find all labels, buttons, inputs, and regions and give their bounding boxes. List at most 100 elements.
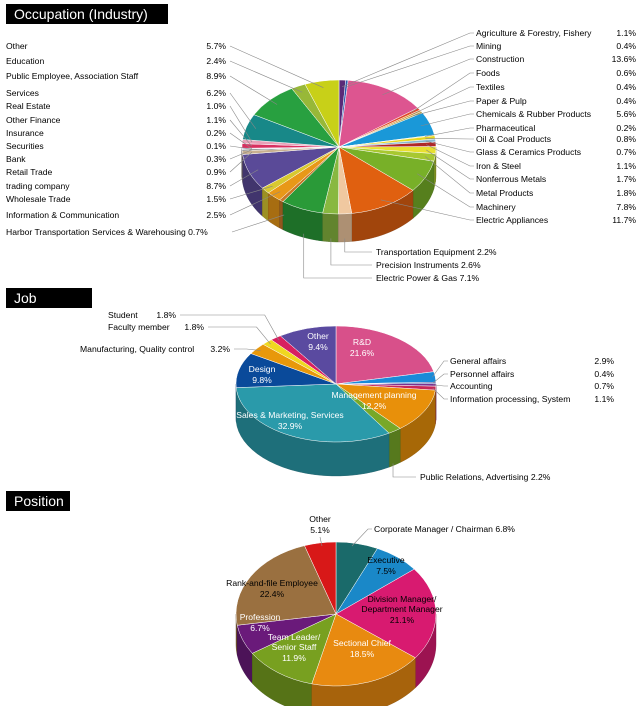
occ-nonferrous-metals-value: 1.7% [616, 174, 636, 184]
job-information-processing-system-label: Information processing, System [450, 394, 570, 404]
job-accounting-value: 0.7% [594, 381, 614, 391]
occ-iron-steel-leader [426, 144, 474, 167]
occ-retail-trade-value: 0.9% [206, 167, 226, 177]
pos-sectional-chief-label: Sectional Chief [333, 638, 391, 648]
occ-bank-value: 0.3% [206, 154, 226, 164]
occ-mining-label: Mining [476, 41, 502, 51]
slice-rank-and-file-employee [235, 545, 337, 626]
occ-insurance-leader [229, 132, 252, 149]
slice-side-harbor-transportation-services-warehousing [279, 199, 284, 231]
occ-nonferrous-metals-leader [426, 149, 474, 180]
occ-services-label: Services [6, 88, 39, 98]
occ-wholesale-trade-label: Wholesale Trade [6, 194, 71, 204]
pos-corporate-manager-chairman-label: Corporate Manager / Chairman 6.8% [374, 524, 515, 534]
occ-electric-appliances-leader [380, 199, 474, 221]
occ-transportation-equipment-label: Transportation Equipment 2.2% [376, 247, 497, 257]
job-r-d-value: 21.6% [350, 348, 375, 358]
job-sales-marketing-services-value: 32.9% [278, 421, 303, 431]
occ-public-employee-association-staff-label: Public Employee, Association Staff [6, 71, 139, 81]
slice-sales-marketing-services [235, 383, 390, 443]
occ-oil-coal-products-leader [425, 138, 474, 140]
occ-construction-value: 13.6% [612, 54, 637, 64]
chart-occupation: Agriculture & Forestry, Fishery 1.1% Minin… [6, 28, 636, 283]
pos-rank-and-file-employee-value: 22.4% [260, 589, 285, 599]
occ-machinery-label: Machinery [476, 202, 516, 212]
job-student-label: Student [108, 310, 138, 320]
occ-real-estate-value: 1.0% [206, 101, 226, 111]
job-student-leader [180, 314, 279, 341]
job-general-affairs-label: General affairs [450, 356, 506, 366]
occ-public-employee-association-staff-value: 8.9% [206, 71, 226, 81]
occ-textiles-value: 0.4% [616, 82, 636, 92]
job-management-planning-label: Management planning [331, 390, 416, 400]
slice-r-d [335, 325, 435, 385]
pos-other-label: Other [309, 514, 331, 524]
occ-real-estate-label: Real Estate [6, 101, 51, 111]
slice-side-public-relations-advertising [388, 428, 401, 468]
slice-management-planning [335, 383, 436, 429]
occ-iron-steel-value: 1.1% [616, 161, 636, 171]
occ-machinery-leader [417, 173, 474, 208]
occ-other-finance-leader [229, 119, 252, 147]
job-other-value: 9.4% [308, 342, 328, 352]
occ-bank-leader [229, 149, 252, 160]
pos-division-manager-department-manager-label: Division Manager/Department Manager [361, 594, 442, 614]
pos-team-leader-senior-staff-value: 11.9% [282, 653, 306, 663]
slice-other [304, 541, 337, 615]
slice-side-wholesale-trade [262, 187, 269, 222]
occ-foods-leader [410, 72, 474, 114]
occ-other-finance-label: Other Finance [6, 115, 61, 125]
pos-division-manager-department-manager-value: 21.1% [390, 615, 415, 625]
occ-information-communication-leader [229, 191, 281, 216]
section-title-position: Position [6, 491, 70, 511]
slice-side-precision-instruments [322, 212, 339, 243]
job-personnel-affairs-leader [432, 373, 448, 384]
occ-mining-value: 0.4% [616, 41, 636, 51]
occ-pharmaceutical-label: Pharmaceutical [476, 123, 535, 133]
pos-executive-label: Executive [367, 555, 404, 565]
slice-division-manager-department-manager [335, 568, 437, 659]
occ-metal-products-label: Metal Products [476, 188, 533, 198]
pos-rank-and-file-employee-label: Rank-and-file Employee [226, 578, 318, 588]
occ-insurance-value: 0.2% [206, 128, 226, 138]
occ-paper-pulp-value: 0.4% [616, 96, 636, 106]
occ-pharmaceutical-value: 0.2% [616, 123, 636, 133]
occ-harbor-transportation-services-warehousing-leader [231, 214, 285, 233]
occ-metal-products-leader [425, 156, 474, 194]
occ-services-value: 6.2% [206, 88, 226, 98]
occ-trading-company-label: trading company [6, 181, 70, 191]
occ-information-communication-value: 2.5% [206, 210, 226, 220]
job-faculty-member-value: 1.8% [184, 322, 204, 332]
occ-glass-ceramics-products-value: 0.7% [616, 147, 636, 157]
job-information-processing-system-value: 1.1% [594, 394, 614, 404]
occ-securities-value: 0.1% [206, 141, 226, 151]
occ-services-leader [229, 92, 257, 129]
job-other-label: Other [307, 331, 329, 341]
job-public-relations-advertising-leader [392, 463, 416, 478]
occ-foods-value: 0.6% [616, 68, 636, 78]
job-personnel-affairs-value: 0.4% [594, 369, 614, 379]
job-accounting-label: Accounting [450, 381, 493, 391]
pos-other-value: 5.1% [310, 525, 330, 535]
occ-retail-trade-label: Retail Trade [6, 167, 53, 177]
occ-paper-pulp-label: Paper & Pulp [476, 96, 527, 106]
occ-agriculture-forestry-fishery-leader [341, 32, 474, 88]
pos-team-leader-senior-staff-label: Team Leader/Senior Staff [268, 632, 321, 652]
slice-team-leader-senior-staff [251, 613, 337, 685]
occ-insurance-label: Insurance [6, 128, 44, 138]
occ-other-value: 5.7% [206, 41, 226, 51]
occ-harbor-transportation-services-warehousing-label: Harbor Transportation Services & Warehou… [6, 227, 208, 237]
job-manufacturing-quality-control-label: Manufacturing, Quality control [80, 344, 194, 354]
job-general-affairs-leader [432, 360, 448, 378]
occ-precision-instruments-leader [330, 238, 372, 266]
occ-nonferrous-metals-label: Nonferrous Metals [476, 174, 546, 184]
occ-electric-appliances-label: Electric Appliances [476, 215, 548, 225]
job-personnel-affairs-label: Personnel affairs [450, 369, 514, 379]
occ-foods-label: Foods [476, 68, 500, 78]
job-faculty-member-leader [208, 326, 271, 345]
occ-retail-trade-leader [229, 151, 253, 173]
occ-other-label: Other [6, 41, 28, 51]
job-faculty-member-label: Faculty member [108, 322, 170, 332]
